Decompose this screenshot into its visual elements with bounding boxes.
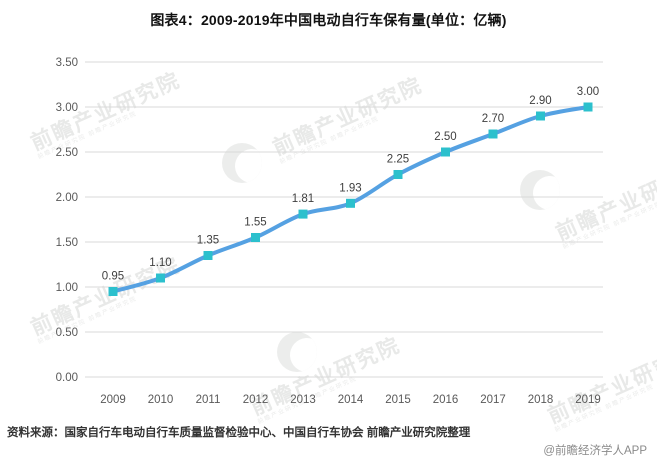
data-point-label: 1.35 xyxy=(197,235,219,247)
data-point-label: 2.50 xyxy=(434,131,456,143)
x-axis-tick-label: 2016 xyxy=(433,394,459,406)
data-point xyxy=(441,147,450,157)
data-point xyxy=(156,273,165,283)
data-point xyxy=(488,129,498,139)
data-point-label: 3.00 xyxy=(577,86,599,98)
data-point xyxy=(108,287,118,296)
y-axis-tick-label: 0.00 xyxy=(56,372,78,384)
data-point xyxy=(536,111,545,121)
page-title: 图表4：2009-2019年中国电动自行车保有量(单位：亿辆) xyxy=(150,12,507,28)
data-point xyxy=(203,251,213,260)
y-axis-tick-label: 1.00 xyxy=(56,282,78,294)
source-note: 资料来源：国家自行车电动自行车质量监督检验中心、中国自行车协会 前瞻产业研究院整… xyxy=(7,427,471,439)
data-point-label: 1.81 xyxy=(292,193,314,205)
y-axis-tick-label: 2.50 xyxy=(56,147,78,159)
x-axis-tick-label: 2011 xyxy=(196,394,221,406)
x-axis-tick-label: 2009 xyxy=(100,394,126,406)
data-point-label: 2.90 xyxy=(529,95,551,107)
data-point xyxy=(346,198,355,208)
x-axis-tick-label: 2013 xyxy=(290,394,316,406)
x-axis-tick-label: 2015 xyxy=(385,394,411,406)
data-point xyxy=(393,170,403,179)
y-axis-tick-label: 0.50 xyxy=(56,327,78,339)
x-axis-tick-label: 2014 xyxy=(338,394,364,406)
data-point xyxy=(251,233,260,242)
data-point-label: 1.55 xyxy=(244,217,266,229)
data-point xyxy=(583,102,593,112)
data-point xyxy=(298,209,308,219)
x-axis-tick-label: 2017 xyxy=(480,394,506,406)
x-axis-tick-label: 2010 xyxy=(148,394,174,406)
data-point-label: 0.95 xyxy=(102,271,124,283)
x-axis-tick-label: 2012 xyxy=(243,394,269,406)
data-point-label: 1.93 xyxy=(339,182,361,194)
copyright-note: @前瞻经济学人APP xyxy=(543,445,647,457)
y-axis-tick-label: 1.50 xyxy=(56,237,78,249)
data-point-label: 2.70 xyxy=(482,113,504,125)
y-axis-tick-label: 3.50 xyxy=(56,57,78,69)
data-point-label: 1.10 xyxy=(149,257,171,269)
x-axis-tick-label: 2018 xyxy=(528,394,554,406)
y-axis-tick-label: 3.00 xyxy=(56,102,78,114)
data-point-label: 2.25 xyxy=(387,154,409,166)
x-axis-tick-label: 2019 xyxy=(575,394,601,406)
y-axis-tick-label: 2.00 xyxy=(56,192,78,204)
